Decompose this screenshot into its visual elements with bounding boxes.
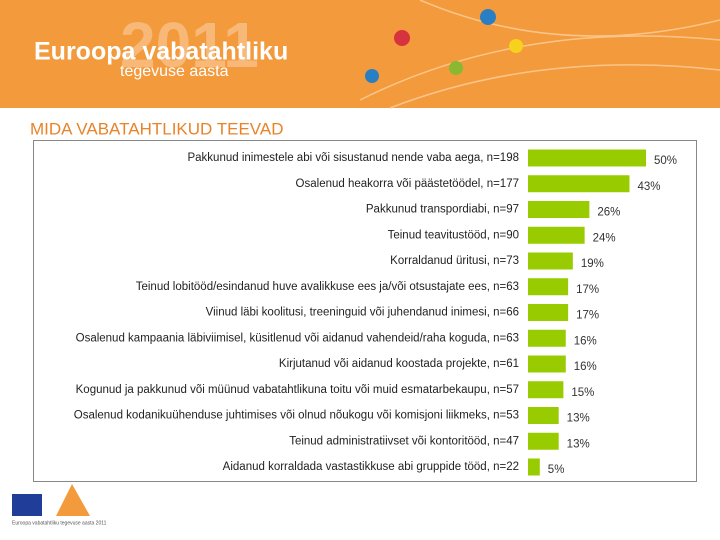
logo-line2: tegevuse aasta bbox=[120, 63, 229, 80]
category-label: Teinud administratiivset või kontoritööd… bbox=[289, 435, 519, 447]
footer-caption: Euroopa vabatahtliku tegevuse aasta 2011 bbox=[12, 520, 107, 526]
category-label: Viinud läbi koolitusi, treeninguid või j… bbox=[206, 307, 519, 319]
category-label: Osalenud kodanikuühenduse juhtimises või… bbox=[74, 410, 519, 422]
bar bbox=[528, 252, 573, 270]
bar bbox=[528, 407, 559, 424]
category-label: Korraldanud üritusi, n=73 bbox=[390, 255, 519, 267]
value-label: 26% bbox=[597, 207, 620, 219]
value-label: 16% bbox=[574, 361, 597, 373]
bar bbox=[528, 278, 569, 296]
category-label: Osalenud heakorra või päästetöödel, n=17… bbox=[296, 178, 519, 190]
value-label: 24% bbox=[593, 232, 616, 244]
bar bbox=[528, 149, 646, 167]
bar bbox=[528, 201, 590, 218]
footer-logo bbox=[56, 484, 90, 516]
chart-title: MIDA VABATAHTLIKUD TEEVAD bbox=[30, 119, 283, 138]
value-label: 17% bbox=[576, 310, 599, 322]
category-label: Pakkunud transpordiabi, n=97 bbox=[366, 204, 519, 216]
value-label: 19% bbox=[581, 258, 604, 270]
bar bbox=[528, 329, 566, 347]
header-band bbox=[0, 0, 720, 108]
value-label: 43% bbox=[637, 181, 660, 193]
value-label: 13% bbox=[567, 413, 590, 425]
decor bbox=[359, 0, 720, 109]
chart-frame bbox=[33, 140, 697, 482]
logo-year: 2011 bbox=[120, 9, 259, 81]
bar bbox=[528, 458, 540, 476]
value-label: 16% bbox=[574, 335, 597, 347]
bar bbox=[528, 304, 569, 321]
eu-flag bbox=[12, 494, 42, 516]
logo-line1: Euroopa vabatahtliku bbox=[34, 38, 288, 66]
category-label: Teinud lobitööd/esindanud huve avalikkus… bbox=[136, 281, 519, 293]
category-label: Kirjutanud või aidanud koostada projekte… bbox=[279, 358, 519, 370]
bar bbox=[528, 175, 630, 193]
bar bbox=[528, 381, 564, 399]
category-label: Aidanud korraldada vastastikkuse abi gru… bbox=[223, 461, 519, 473]
bar bbox=[528, 226, 585, 244]
value-label: 50% bbox=[654, 155, 677, 167]
category-label: Osalenud kampaania läbiviimisel, küsitle… bbox=[76, 332, 519, 344]
bar bbox=[528, 355, 566, 373]
value-label: 17% bbox=[576, 284, 599, 296]
category-label: Teinud teavitustööd, n=90 bbox=[388, 229, 519, 241]
category-label: Pakkunud inimestele abi või sisustanud n… bbox=[187, 152, 519, 164]
bar bbox=[528, 432, 559, 450]
value-label: 15% bbox=[571, 387, 594, 399]
value-label: 13% bbox=[567, 438, 590, 450]
value-label: 5% bbox=[548, 464, 565, 476]
category-label: Kogunud ja pakkunud või müünud vabatahtl… bbox=[76, 384, 519, 396]
